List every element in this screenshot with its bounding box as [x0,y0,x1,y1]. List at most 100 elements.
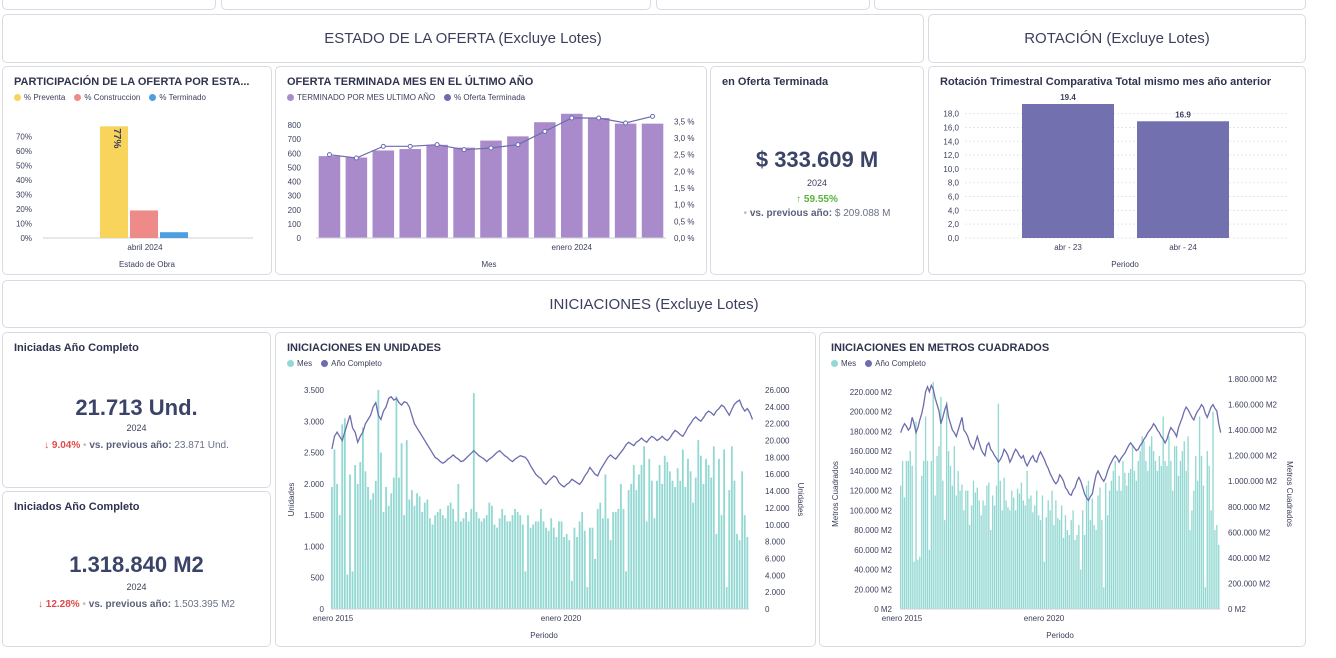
bar [478,518,480,609]
bar [1114,460,1116,609]
kpi-oferta-value: $ 333.609 M [755,147,879,172]
bar [1097,495,1099,609]
bar [697,440,700,609]
bar [382,512,385,609]
bar [738,540,741,609]
x-tick-label: abril 2024 [127,243,163,252]
legend-item-pct-oferta[interactable]: % Oferta Terminada [444,93,525,102]
y-tick-label: 400 [288,178,302,187]
participacion-chart: 70% 60% 50% 40% 30% 20% 10% 0% 77% abril 2024 Esta… [16,126,253,269]
bar [1078,525,1080,609]
bar [993,505,996,609]
legend-item-terminado-mes[interactable]: TERMINADO POR MES ULTIMO AÑO [287,93,435,102]
bar [921,475,923,609]
legend-item-preventa[interactable]: % Preventa [14,93,65,102]
bar [1208,465,1210,609]
bar [1105,482,1107,609]
bar [485,515,488,609]
bar [1083,534,1086,609]
bar [1200,455,1203,609]
bar [1147,470,1149,609]
bar [503,515,506,609]
bar [1168,436,1170,609]
bar [1013,497,1015,609]
kpi-oferta-title: en Oferta Terminada [722,76,829,88]
y2-tick-label: 10.000 [765,521,790,530]
bar [416,493,418,609]
bar [963,510,965,609]
bar [1022,104,1114,238]
legend-item-construccion[interactable]: % Construccion [74,93,140,102]
bar [514,508,517,609]
legend-item-mes-m2[interactable]: Mes [831,359,856,368]
bar [1108,490,1111,609]
bar [1202,485,1205,609]
bar [702,483,705,609]
bar [460,521,462,609]
bar [959,490,961,609]
bar [431,524,434,609]
bar [915,421,917,609]
bar [924,416,927,609]
bar [1131,446,1134,609]
x-axis-title: Estado de Obra [119,260,176,269]
bar [614,512,617,609]
y2-tick-label: 1.600.000 M2 [1228,401,1277,410]
bar [625,571,627,609]
bar [1197,480,1199,609]
bar [609,540,612,609]
line-point [623,120,629,126]
bar [1137,121,1229,238]
bar [978,500,980,609]
bar [650,480,653,609]
y-tick-label: 10,0 [943,165,959,174]
y2-tick-label: 2,5 % [674,151,694,160]
kpi-m2-value: 1.318.840 M2 [69,552,204,577]
line-point [596,115,602,121]
y2-tick-label: 1,0 % [674,201,694,210]
kpi-unidades-card: Iniciadas Año Completo 21.713 Und. 2024 … [2,332,271,488]
bar [480,140,502,238]
y2-tick-label: 200.000 M2 [1228,579,1271,588]
line-point [650,113,656,119]
bar [1162,416,1164,609]
bar [1172,490,1174,609]
bar [1143,441,1145,609]
y-axis-title: Unidades [287,483,296,517]
bar [345,157,368,238]
bar [648,458,651,609]
bar [400,443,403,609]
kpi-m2-year: 2024 [126,582,147,592]
legend-item-ano-completo[interactable]: Año Completo [321,359,382,368]
bar [361,427,364,609]
y-tick-label: 120.000 M2 [850,487,893,496]
bar [410,490,413,609]
legend-item-mes[interactable]: Mes [287,359,312,368]
bar [679,480,682,609]
bar [743,515,746,609]
kpi-oferta-comparison: • vs. previous año: $ 209.088 M [743,208,891,219]
bar [1057,518,1059,609]
legend-item-terminado[interactable]: % Terminado [149,93,206,102]
bar [1072,510,1074,609]
bar [377,390,380,609]
bar [1003,477,1005,609]
y2-tick-label: 8.000 [765,538,786,547]
bar [596,508,599,609]
bar [405,440,408,609]
bar [1187,436,1189,609]
bar [1060,505,1063,609]
bar [540,508,542,609]
line-point [569,115,575,121]
legend-item-ano-completo-m2[interactable]: Año Completo [865,359,926,368]
bar [462,518,465,609]
bar [346,574,349,609]
bar [555,537,558,609]
participacion-card: PARTICIPACIÓN DE LA OFERTA POR ESTA... %… [2,66,272,275]
bar [529,527,532,609]
y-axis-title: Metros Cuadrados [831,461,840,527]
y-tick-label: 180.000 M2 [850,427,893,436]
bar [907,460,910,609]
y2-axis-title: Metros Cuadrados [1285,461,1294,527]
bar [560,521,563,609]
